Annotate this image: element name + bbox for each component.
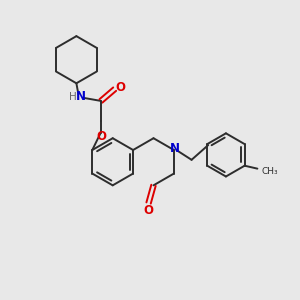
Text: O: O <box>116 81 126 94</box>
Text: N: N <box>76 91 86 103</box>
Text: O: O <box>144 204 154 218</box>
Text: CH₃: CH₃ <box>261 167 278 176</box>
Text: H: H <box>69 92 76 102</box>
Text: N: N <box>170 142 180 154</box>
Text: O: O <box>96 130 106 143</box>
